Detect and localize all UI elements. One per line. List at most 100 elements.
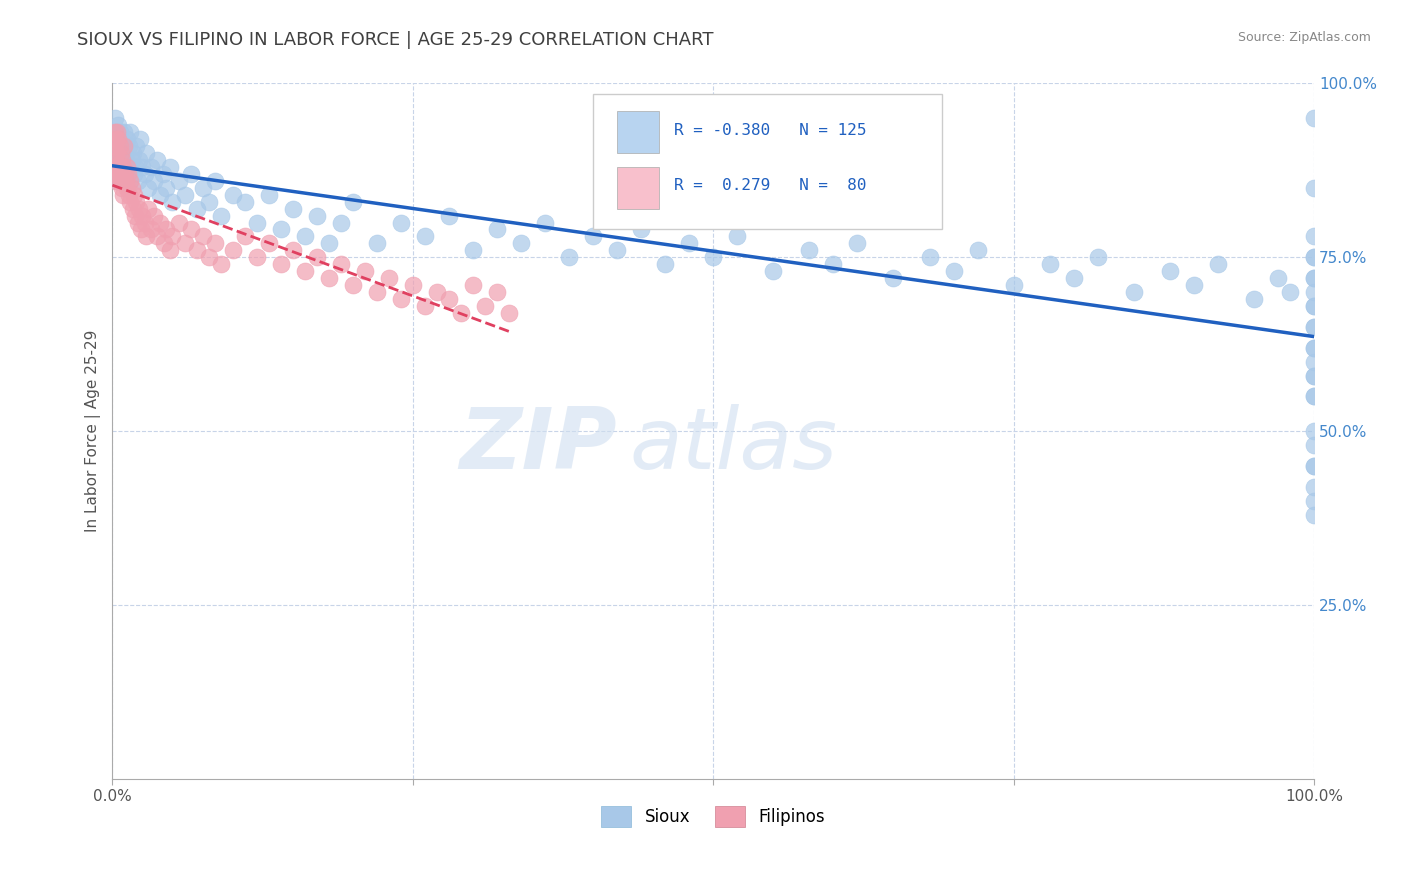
Point [146,229,169,244]
Text: R =  0.279   N =  80: R = 0.279 N = 80 [673,178,866,194]
Point [129,132,152,146]
Point [159,244,181,258]
Point [1159,264,1181,278]
Point [725,229,748,244]
Point [153,236,176,251]
Point [105,153,128,167]
Point [104,112,127,126]
Point [1303,299,1326,313]
Point [139,222,162,236]
Point [121,180,143,194]
Point [105,125,128,139]
Point [1303,299,1326,313]
Point [846,236,869,251]
Point [437,209,460,223]
Point [204,236,226,251]
Point [1303,229,1326,244]
Point [139,160,162,174]
Point [209,209,232,223]
Point [127,215,149,229]
Point [125,194,148,209]
Point [630,222,652,236]
Point [1303,508,1326,522]
Point [221,244,243,258]
Point [305,209,328,223]
Point [167,174,190,188]
Point [125,139,148,153]
Point [1243,292,1265,306]
Point [246,250,269,264]
Point [450,306,472,320]
Point [120,125,142,139]
Point [162,229,184,244]
Point [149,187,172,202]
Point [485,222,508,236]
Point [329,215,352,229]
Point [799,244,821,258]
Point [270,257,292,271]
Point [103,132,125,146]
Point [105,139,128,153]
Point [1122,285,1144,299]
Point [120,174,142,188]
Point [204,174,226,188]
Point [485,285,508,299]
Point [107,146,129,161]
Point [1206,257,1229,271]
Text: R = -0.380   N = 125: R = -0.380 N = 125 [673,122,866,137]
Point [1303,368,1326,383]
Point [104,167,127,181]
Point [115,167,138,181]
Point [118,139,141,153]
Point [180,222,202,236]
Point [121,202,143,216]
Point [103,160,125,174]
Point [167,215,190,229]
Point [117,167,139,181]
Point [180,167,202,181]
Point [402,278,425,293]
Point [305,250,328,264]
Point [112,139,135,153]
Point [1279,285,1302,299]
Point [342,278,364,293]
Point [281,244,304,258]
Point [186,244,208,258]
Point [1303,389,1326,403]
Point [159,160,181,174]
Point [118,187,141,202]
Point [112,160,135,174]
Point [134,167,156,181]
Point [107,118,129,132]
Point [114,153,136,167]
Point [1303,250,1326,264]
Legend: Sioux, Filipinos: Sioux, Filipinos [595,799,832,833]
Point [111,153,134,167]
Point [110,160,132,174]
Point [129,222,152,236]
Point [1303,354,1326,368]
Point [257,187,280,202]
Point [112,174,135,188]
Point [582,229,605,244]
Point [124,209,146,223]
Point [366,236,388,251]
Point [108,139,131,153]
Point [105,174,128,188]
Point [1303,438,1326,452]
Point [134,215,156,229]
Y-axis label: In Labor Force | Age 25-29: In Labor Force | Age 25-29 [86,330,101,533]
Point [233,194,256,209]
Point [155,222,177,236]
Point [105,146,128,161]
Point [294,229,316,244]
Point [173,187,195,202]
Point [112,139,135,153]
Point [110,174,132,188]
Point [105,132,128,146]
Point [191,180,214,194]
Point [108,167,131,181]
Point [155,180,177,194]
Point [762,264,785,278]
Point [162,194,184,209]
